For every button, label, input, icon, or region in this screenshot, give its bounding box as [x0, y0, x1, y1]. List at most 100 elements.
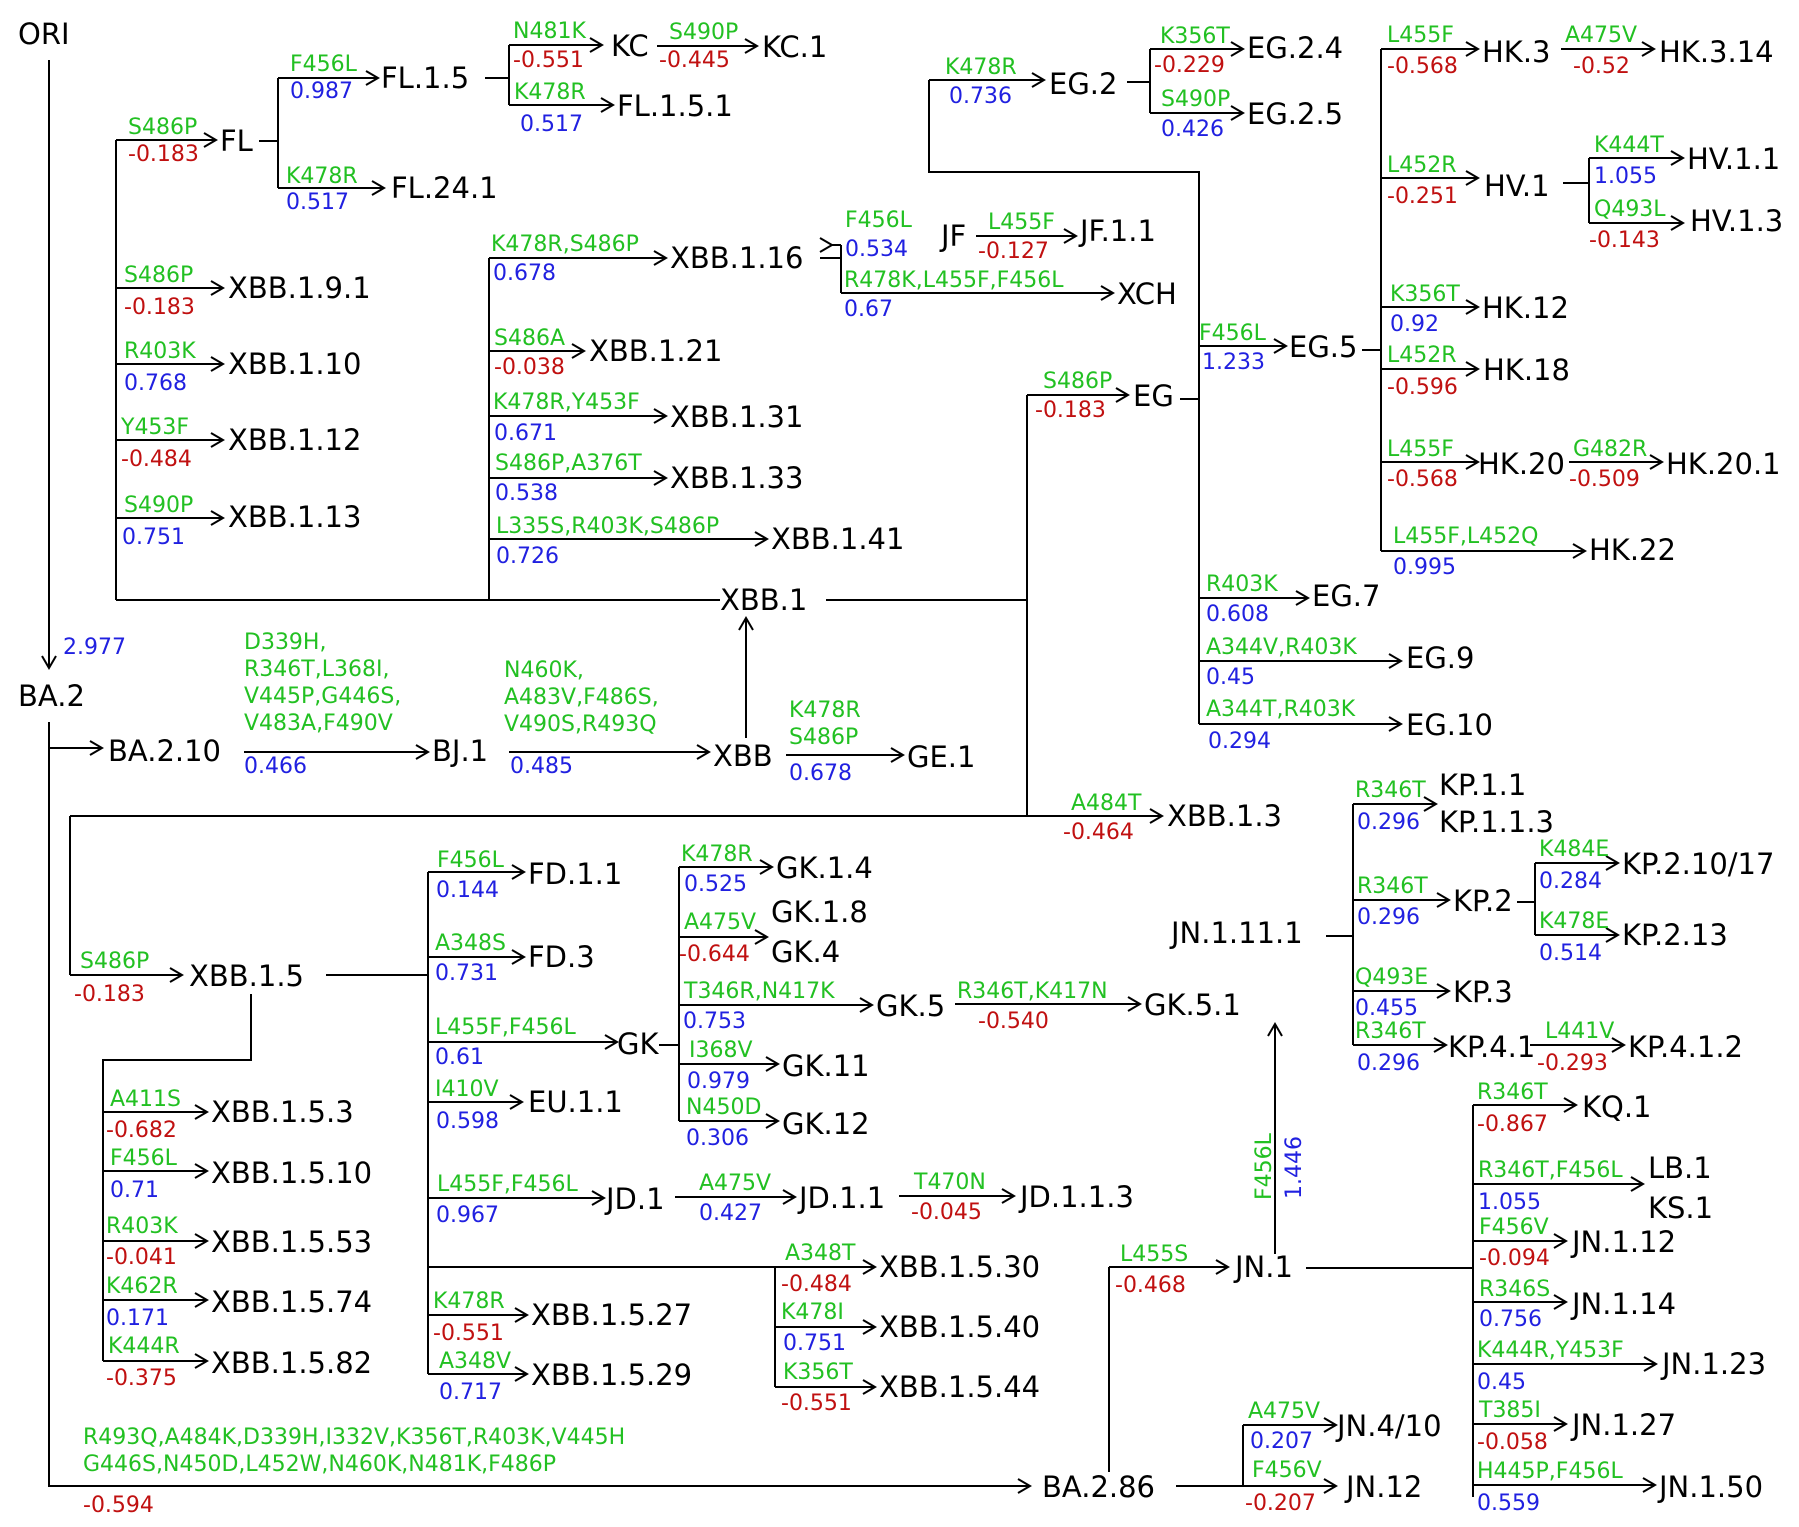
mutation-label-xbb-1-fl: S486P	[128, 115, 197, 140]
branch-xbb116-jf-stub-arrowhead	[819, 237, 834, 253]
branch-xbb1-xbb113-arrowhead	[210, 510, 225, 526]
mutation-label-kp-4-1-kp-4-1-2: L441V	[1545, 1019, 1614, 1044]
branch-xbb15-xbb1582-arrowhead	[194, 1353, 209, 1369]
branch-jn1-kq1-arrowhead	[1563, 1097, 1578, 1113]
node-eg-5: EG.5	[1289, 330, 1357, 364]
node-gk-5-1: GK.5.1	[1144, 988, 1241, 1022]
mutation-label-jn-1-11-1-kp-1-1: R346T	[1355, 778, 1426, 803]
branch-eg-eg9-arrowhead	[1388, 653, 1403, 669]
branch-eg-eg10-arrowhead	[1388, 716, 1403, 732]
node-eg-2-5: EG.2.5	[1247, 97, 1343, 131]
branch-ori-ba2-arrowhead	[41, 655, 57, 670]
score-label-jn-1-11-1-kp-4-1: 0.296	[1357, 1051, 1420, 1076]
score-label-eg-5-hk-18: -0.596	[1387, 375, 1458, 400]
node-fd-3: FD.3	[528, 940, 595, 974]
score-label-gk-gk-1-4: 0.525	[684, 872, 747, 897]
score-label-gk-gk-1-8: -0.644	[679, 942, 750, 967]
node-hk-20: HK.20	[1478, 447, 1565, 481]
branch-kc-kc1-arrowhead	[744, 38, 759, 54]
mutation-label-xbb-1-5-jd-1: L455F,F456L	[437, 1172, 579, 1197]
mutation-label-xbb-1-xbb-1-16: K478R,S486P	[491, 232, 639, 257]
node-eg-2: EG.2	[1049, 67, 1117, 101]
score-label-xbb-1-5-xbb-1-5-27: -0.551	[433, 1321, 504, 1346]
mutation-label-jn-1-11-1-kp-2: R346T	[1357, 874, 1428, 899]
node-jn-1-11-1: JN.1.11.1	[1169, 916, 1303, 950]
score-label-xbb-1-xbb-1-13: 0.751	[122, 525, 185, 550]
branch-xbb15-jd1-arrowhead	[591, 1190, 606, 1206]
score-label-xbb-1-16-xch: 0.67	[844, 297, 893, 322]
mutation-label-eg-eg-9: A344V,R403K	[1206, 635, 1357, 660]
mutation-label-xbb-ge-1-1: S486P	[789, 725, 858, 750]
score-label-xbb-1-5-fd-3: 0.731	[435, 961, 498, 986]
mutation-label-jn-1-jn-1-11-1: F456L	[1252, 1132, 1277, 1200]
mutation-label-kp-2-kp-2-10-17: K484E	[1539, 837, 1609, 862]
node-xbb-1-21: XBB.1.21	[589, 334, 722, 368]
branch-hk3-hk314-arrowhead	[1641, 41, 1656, 57]
score-label-hv-1-hv-1-3: -0.143	[1589, 228, 1660, 253]
node-xbb-1-12: XBB.1.12	[228, 423, 361, 457]
score-label-jn-1-kq-1: -0.867	[1477, 1112, 1548, 1137]
node-xbb-1-5-30: XBB.1.5.30	[879, 1250, 1040, 1284]
score-label-eg-5-hk-12: 0.92	[1390, 312, 1439, 337]
node-gk-5: GK.5	[876, 989, 945, 1023]
score-label-xbb-1-5-xbb-1-5-44: -0.551	[781, 1391, 852, 1416]
node-xbb-1-5-44: XBB.1.5.44	[879, 1370, 1040, 1404]
node-hk-12: HK.12	[1482, 291, 1569, 325]
branch-xbb15-fd3-arrowhead	[511, 949, 526, 965]
score-label-jn-1-11-1-kp-2: 0.296	[1357, 905, 1420, 930]
mutation-label-kp-2-kp-2-13: K478E	[1539, 909, 1609, 934]
branch-eg-eg7-arrowhead	[1295, 590, 1310, 606]
node-kp-2-10-17: KP.2.10/17	[1622, 847, 1774, 881]
mutation-label-xbb-1-5-fd-3: A348S	[435, 931, 506, 956]
score-label-xbb-1-xbb-1-12: -0.484	[121, 447, 192, 472]
mutation-label-jn-1-11-1-kp-4-1: R346T	[1355, 1019, 1426, 1044]
ba2-trunk-arrowhead	[1017, 1478, 1032, 1494]
mutation-label-jn-1-jn-1-14: R346S	[1479, 1277, 1550, 1302]
gk-spine	[659, 867, 680, 1121]
jn1111-spine	[1326, 804, 1354, 1045]
node-xbb-1-31: XBB.1.31	[670, 400, 803, 434]
mutation-label-xbb-1-eg: S486P	[1043, 369, 1112, 394]
mutation-label-xbb-1-5-xbb-1-5-29: A348V	[439, 1349, 511, 1374]
mutation-label-jd-1-jd-1-1: A475V	[699, 1171, 771, 1196]
mutation-label-xbb-1-5-xbb-1-5-44: K356T	[783, 1360, 853, 1385]
node-jf: JF	[939, 219, 966, 253]
node-gk-4: GK.4	[771, 935, 840, 969]
score-label-gk-gk-5: 0.753	[683, 1009, 746, 1034]
mutation-label-hv-1-hv-1-1: K444T	[1594, 133, 1664, 158]
node-xbb-1-13: XBB.1.13	[228, 500, 361, 534]
score-label-gk-5-gk-5-1: -0.540	[978, 1009, 1049, 1034]
node-ge-1: GE.1	[907, 740, 975, 774]
score-label-xbb-1-xbb-1-3: -0.464	[1063, 820, 1134, 845]
node-xbb-1-5-3: XBB.1.5.3	[211, 1095, 354, 1129]
mutation-label-kc-kc-1: S490P	[669, 20, 738, 45]
node-kc-1: KC.1	[762, 30, 827, 64]
score-label-gk-gk-12: 0.306	[686, 1126, 749, 1151]
node-hk-20-1: HK.20.1	[1666, 447, 1781, 481]
mutation-label-xbb-1-5-xbb-1-5-82: K444R	[108, 1334, 180, 1359]
branch-xbb15-xbb1510-arrowhead	[194, 1163, 209, 1179]
mutation-label-xbb-1-5-xbb-1-5-10: F456L	[110, 1146, 178, 1171]
node-xbb-1-5-82: XBB.1.5.82	[211, 1346, 372, 1380]
score-label-xbb-1-eg: -0.183	[1035, 398, 1106, 423]
node-hv-1-1: HV.1.1	[1687, 142, 1780, 176]
branch-hv1-hv13-arrowhead	[1670, 215, 1685, 231]
branch-xbb15-xbb1553-arrowhead	[194, 1233, 209, 1249]
mutation-label-xbb-1-5-gk: L455F,F456L	[435, 1015, 577, 1040]
node-ba-2: BA.2	[18, 679, 85, 713]
eg-eg2-path	[928, 80, 1200, 400]
branch-eg2-eg25-arrowhead	[1230, 105, 1245, 121]
hv1-branch	[1563, 158, 1590, 223]
mutation-label-hk-3-hk-3-14: A475V	[1565, 23, 1637, 48]
node-kp-2: KP.2	[1453, 884, 1513, 918]
node-xbb-1-5-10: XBB.1.5.10	[211, 1156, 372, 1190]
branch-gk-gk18-arrowhead	[754, 929, 769, 945]
node-gk: GK	[617, 1027, 659, 1061]
mutation-label-jd-1-1-jd-1-1-3: T470N	[913, 1170, 986, 1195]
score-label-xbb-1-5-gk: 0.61	[435, 1045, 484, 1070]
mutation-label-fl-fl-24-1: K478R	[286, 164, 358, 189]
branch-xbb1-xbb112-arrowhead	[210, 432, 225, 448]
mutation-label-xbb-1-5-xbb-1-5-74: K462R	[106, 1274, 178, 1299]
score-label-xbb-1-5-xbb-1-5-74: 0.171	[106, 1306, 169, 1331]
score-label-xbb-1-16-jf: 0.534	[845, 237, 908, 262]
